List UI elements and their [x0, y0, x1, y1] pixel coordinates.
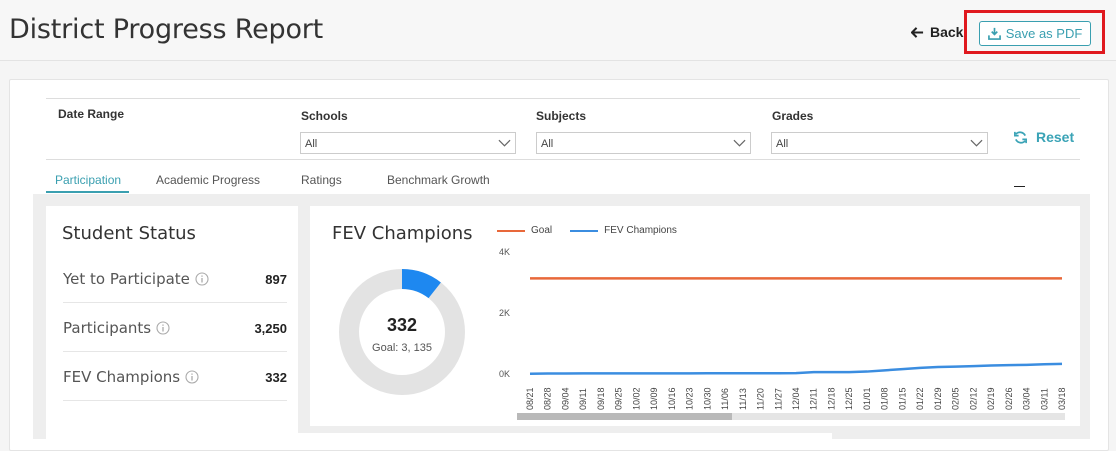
stat-label: FEV Champions	[63, 368, 181, 386]
x-tick-label: 10/16	[667, 387, 677, 410]
x-tick-label: 01/29	[933, 387, 943, 410]
x-tick-label: 03/11	[1039, 388, 1049, 410]
stat-label: Yet to Participate	[63, 270, 190, 288]
x-tick-label: 12/18	[826, 387, 836, 410]
x-tick-label: 12/25	[844, 387, 854, 410]
x-tick-label: 09/04	[560, 387, 570, 410]
x-tick-label: 03/18	[1057, 387, 1067, 410]
schools-select[interactable]: All	[300, 132, 516, 154]
x-tick-label: 09/25	[614, 387, 624, 410]
legend-swatch	[497, 229, 525, 232]
x-tick-label: 02/19	[986, 387, 996, 410]
back-button[interactable]: Back	[911, 24, 963, 40]
x-tick-label: 08/21	[525, 387, 535, 410]
x-tick-label: 11/13	[738, 388, 748, 410]
x-tick-label: 03/04	[1022, 387, 1032, 410]
x-tick-label: 02/12	[968, 387, 978, 410]
x-tick-label: 12/04	[791, 387, 801, 410]
reset-label: Reset	[1036, 129, 1075, 145]
schools-label: Schools	[301, 109, 348, 123]
legend-item-goal: Goal	[497, 225, 552, 236]
legend-swatch	[570, 229, 599, 232]
grades-value: All	[776, 138, 789, 150]
legend-item-fev-champions: FEV Champions	[570, 225, 677, 236]
student-status-title: Student Status	[62, 223, 196, 244]
info-icon[interactable]	[185, 370, 199, 384]
x-tick-label: 10/30	[702, 387, 712, 410]
arrow-left-icon	[911, 26, 924, 38]
tab-ratings[interactable]: Ratings	[301, 173, 342, 187]
legend-label: Goal	[531, 225, 553, 236]
x-tick-label: 11/20	[756, 388, 766, 410]
y-tick-label: 0K	[499, 369, 510, 379]
x-tick-label: 09/11	[578, 388, 588, 410]
fev-champions-title: FEV Champions	[332, 223, 473, 244]
grades-label: Grades	[772, 109, 814, 123]
info-icon[interactable]	[195, 272, 209, 286]
stat-value: 332	[265, 370, 287, 385]
refresh-icon	[1014, 131, 1027, 143]
filter-bar	[46, 98, 1080, 160]
save-as-pdf-label: Save as PDF	[1005, 26, 1083, 41]
stat-value: 3,250	[254, 321, 287, 336]
subjects-label: Subjects	[536, 109, 587, 123]
page-header: District Progress Report Back Save as PD…	[0, 0, 1116, 61]
stat-row-fev-champions: FEV Champions 332	[63, 351, 287, 401]
x-tick-label: 01/08	[880, 387, 890, 410]
stat-value: 897	[265, 272, 287, 287]
download-icon	[987, 27, 1001, 40]
stat-label: Participants	[63, 319, 152, 337]
line-chart: 4K 2K 0K 08/21 08/28 09/04 09/11 09/18 09/25 10/0…	[499, 247, 1067, 420]
x-tick-label: 12/11	[809, 388, 819, 410]
x-tick-label: 11/06	[720, 388, 730, 410]
back-label: Back	[930, 24, 964, 40]
chevron-down-icon	[733, 139, 746, 147]
chart-scrollbar-thumb	[517, 413, 732, 420]
donut-goal: Goal: 3, 135	[372, 342, 432, 354]
stat-row-participants: Participants 3,250	[63, 302, 287, 352]
stat-row-yet-to-participate: Yet to Participate 897	[63, 253, 287, 303]
x-tick-label: 01/22	[915, 387, 925, 410]
tab-benchmark-growth[interactable]: Benchmark Growth	[387, 173, 490, 187]
legend-label: FEV Champions	[604, 225, 677, 236]
date-range-label: Date Range	[58, 107, 125, 121]
subjects-select[interactable]: All	[536, 132, 751, 154]
donut-value: 332	[387, 315, 417, 335]
highlight-box	[964, 10, 1105, 54]
chevron-down-icon	[498, 139, 511, 147]
x-tick-label: 02/26	[1004, 387, 1014, 410]
tab-participation[interactable]: Participation	[55, 173, 122, 187]
active-tab-indicator	[46, 191, 129, 193]
page-title: District Progress Report	[9, 14, 324, 45]
subjects-value: All	[541, 138, 554, 150]
chevron-down-icon	[970, 139, 983, 147]
save-as-pdf-button[interactable]: Save as PDF	[979, 21, 1091, 46]
chart-legend: Goal FEV Champions	[497, 225, 677, 236]
x-tick-label: 11/27	[773, 388, 783, 410]
info-icon[interactable]	[156, 321, 170, 335]
x-tick-label: 10/09	[649, 387, 659, 410]
x-tick-label: 01/15	[897, 387, 907, 410]
bottom-card	[46, 433, 832, 439]
x-tick-label: 10/23	[685, 387, 695, 410]
fev-champions-card	[310, 206, 1080, 426]
grades-select[interactable]: All	[771, 132, 988, 154]
y-tick-label: 2K	[499, 308, 510, 318]
donut-progress-arc	[401, 269, 441, 299]
y-tick-label: 4K	[499, 247, 510, 257]
x-tick-label: 10/02	[631, 387, 641, 410]
reset-button[interactable]: Reset	[1013, 129, 1074, 145]
schools-value: All	[305, 138, 318, 150]
minimize-dash	[1014, 186, 1025, 187]
x-tick-label: 02/05	[951, 387, 961, 410]
donut-chart: 332 Goal: 3, 135	[339, 269, 465, 395]
series-line-1	[529, 362, 1063, 375]
chart-scrollbar-track	[517, 413, 1065, 420]
x-tick-label: 01/01	[862, 387, 872, 410]
x-tick-label: 09/18	[596, 387, 606, 410]
tab-academic-progress[interactable]: Academic Progress	[156, 173, 261, 187]
x-tick-label: 08/28	[543, 387, 553, 410]
